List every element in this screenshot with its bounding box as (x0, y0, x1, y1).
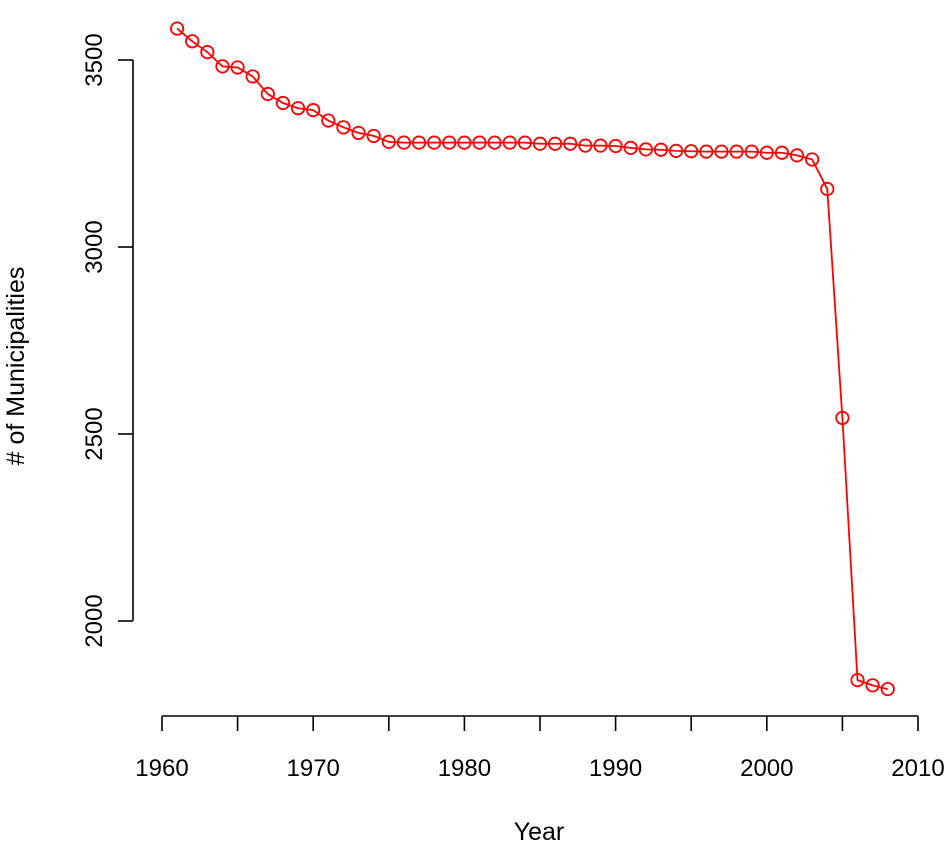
data-point (290, 101, 306, 116)
y-tick-label: 2000 (81, 594, 108, 647)
data-point (608, 138, 623, 154)
data-point (215, 59, 230, 74)
data-point (865, 678, 880, 693)
data-point (487, 135, 502, 150)
data-point (245, 69, 260, 84)
data-point (502, 135, 517, 150)
axes: 2000 2500 3000 3500 1960 1970 1980 1990 2000 2010 (81, 33, 945, 782)
data-point (744, 144, 759, 159)
x-tick-label: 1970 (287, 755, 340, 782)
series-line (176, 27, 888, 690)
y-tick-label: 2500 (81, 407, 108, 460)
y-tick-label: 3500 (81, 33, 108, 86)
data-point (563, 136, 578, 151)
x-axis-title: Year (514, 818, 565, 846)
data-point (820, 181, 835, 197)
data-point (638, 142, 653, 157)
data-point (714, 144, 729, 159)
data-point (774, 145, 790, 160)
x-tick-label: 1980 (438, 755, 491, 782)
x-tick-label: 1960 (135, 755, 188, 782)
data-point (653, 142, 669, 157)
x-tick-label: 2010 (891, 755, 944, 782)
data-point (306, 103, 321, 118)
data-point (880, 681, 895, 697)
x-tick-label: 1990 (589, 755, 642, 782)
x-tick-label: 2000 (740, 755, 793, 782)
data-point (185, 34, 200, 49)
data-point (578, 138, 593, 153)
data-point (835, 410, 850, 426)
data-point (517, 135, 532, 150)
data-point (275, 95, 291, 111)
data-point (260, 86, 275, 102)
data-point (351, 125, 366, 141)
data-point (759, 145, 774, 160)
data-point (532, 136, 548, 151)
data-point (396, 135, 412, 150)
data-point (789, 148, 805, 163)
data-point (593, 138, 608, 153)
data-point (805, 152, 820, 167)
data-point (321, 113, 336, 128)
data-point (623, 140, 638, 155)
data-point (457, 135, 472, 150)
data-point (668, 143, 684, 158)
data-point (381, 134, 396, 150)
data-point (336, 120, 351, 135)
data-point (427, 135, 442, 150)
data-point (170, 21, 185, 36)
data-point (411, 135, 427, 150)
data-point (366, 128, 381, 144)
plot-area (170, 21, 895, 697)
data-point (200, 45, 215, 60)
y-tick-label: 3000 (81, 220, 108, 273)
data-point (548, 136, 563, 151)
data-point (442, 135, 457, 150)
data-point (230, 60, 245, 75)
data-point (472, 135, 487, 150)
y-axis-title: # of Municipalities (2, 267, 30, 466)
data-point (684, 144, 699, 159)
data-point (850, 672, 865, 688)
data-point (729, 144, 744, 159)
data-point (699, 144, 714, 159)
